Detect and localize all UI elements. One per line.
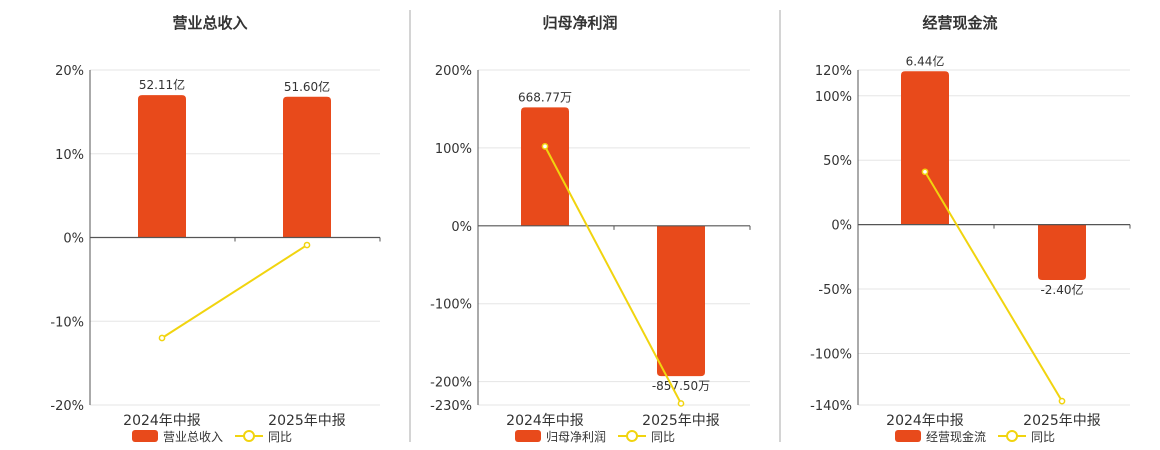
y-tick-label: -10%	[50, 315, 84, 330]
bar-data-label: 52.11亿	[139, 77, 185, 92]
legend-line-label: 同比	[1031, 430, 1055, 444]
bar-2	[283, 96, 331, 238]
legend-line-marker	[1006, 430, 1019, 442]
bar-data-label: 6.44亿	[906, 53, 945, 68]
yoy-point-1	[921, 168, 929, 176]
chart-panel-1: 营业总收入 20% 10% 0% -10% -20% 52.11亿 51.60亿 2024年中报…	[50, 14, 381, 444]
y-tick-label: -50%	[818, 283, 852, 298]
bar-2	[657, 225, 705, 377]
x-category-label: 2024年中报	[886, 413, 964, 429]
y-tick-label: -100%	[810, 347, 852, 362]
y-tick-label: 10%	[55, 148, 84, 163]
y-tick-label: -20%	[50, 399, 84, 414]
bar-data-label: -857.50万	[652, 379, 710, 393]
legend-bar-swatch	[132, 430, 158, 442]
y-tick-label: 0%	[451, 220, 472, 235]
y-tick-label: 0%	[63, 232, 84, 247]
bar-1	[521, 107, 569, 226]
chart-title: 经营现金流	[922, 14, 997, 32]
y-tick-label: -230%	[430, 399, 472, 414]
bar-data-label: 668.77万	[518, 90, 572, 104]
yoy-point-2	[303, 241, 311, 249]
y-tick-label: -100%	[430, 298, 472, 313]
y-tick-label: 120%	[815, 64, 852, 79]
legend-bar-label: 营业总收入	[163, 430, 223, 444]
bar-data-label: 51.60亿	[284, 79, 330, 94]
yoy-point-1	[158, 334, 166, 342]
x-category-label: 2024年中报	[506, 413, 584, 429]
yoy-line	[161, 244, 308, 339]
y-tick-label: -140%	[810, 399, 852, 414]
bar-data-label: -2.40亿	[1040, 282, 1083, 297]
yoy-point-2	[1058, 397, 1066, 405]
chart-panel-3: 经营现金流 120% 100% 50% 0% -50% -100% -140% 6.44亿 -2.…	[810, 14, 1131, 444]
yoy-point-2	[677, 400, 685, 407]
bar-1	[138, 95, 186, 238]
x-category-label: 2025年中报	[642, 413, 720, 429]
legend-bar-label: 归母净利润	[546, 430, 606, 444]
legend-bar-label: 经营现金流	[926, 429, 986, 444]
chart-title: 归母净利润	[542, 14, 617, 32]
legend-bar-swatch	[895, 430, 921, 442]
y-tick-label: 100%	[815, 90, 852, 105]
y-tick-label: 200%	[435, 64, 472, 79]
legend-line-marker	[626, 430, 639, 442]
y-tick-label: 0%	[831, 219, 852, 234]
y-tick-label: 20%	[55, 64, 84, 79]
legend-line-label: 同比	[268, 430, 292, 444]
bar-1	[901, 71, 949, 225]
x-category-label: 2025年中报	[268, 413, 346, 429]
legend-bar-swatch	[515, 430, 541, 442]
y-tick-label: 100%	[435, 142, 472, 157]
yoy-line	[924, 171, 1063, 402]
yoy-line	[544, 145, 682, 404]
bar-2	[1038, 224, 1086, 281]
chart-title: 营业总收入	[172, 14, 247, 32]
legend-line-label: 同比	[651, 430, 675, 444]
x-category-label: 2025年中报	[1023, 413, 1101, 429]
y-tick-label: 50%	[823, 154, 852, 169]
legend-line-marker	[243, 430, 256, 442]
chart-panel-2: 归母净利润 200% 100% 0% -100% -200% -230% 668.77万 -85…	[430, 14, 751, 444]
yoy-point-1	[541, 142, 549, 150]
y-tick-label: -200%	[430, 376, 472, 391]
x-category-label: 2024年中报	[123, 413, 201, 429]
